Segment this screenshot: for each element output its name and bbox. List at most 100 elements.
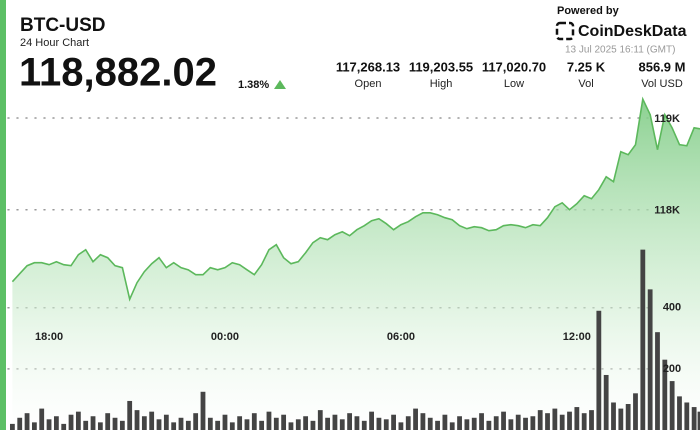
volume-bar xyxy=(662,359,668,430)
y2-tick-label: 200 xyxy=(663,363,681,375)
timestamp: 13 Jul 2025 16:11 (GMT) xyxy=(565,45,675,56)
accent-bar xyxy=(0,0,6,430)
volume-bar xyxy=(515,414,521,430)
volume-bar xyxy=(75,411,81,430)
volume-bar xyxy=(200,391,206,430)
plot: 118K 119K 200 400 18:00 00:00 06:00 12:00 xyxy=(7,96,700,430)
volume-bar xyxy=(9,423,15,430)
volume-bar xyxy=(207,417,213,430)
price-line xyxy=(11,96,700,302)
volume-bar xyxy=(501,411,506,430)
volume-bar xyxy=(24,413,30,430)
volume-bar xyxy=(391,414,396,430)
stat-value: 117,020.70 xyxy=(482,59,546,74)
volume-bar xyxy=(354,416,360,430)
volume-bar xyxy=(17,417,23,430)
powered-by: Powered by xyxy=(557,5,620,17)
volume-bar xyxy=(405,416,411,430)
volume-bar xyxy=(105,413,111,430)
y2-tick-label: 400 xyxy=(663,302,681,314)
volume-bar xyxy=(545,413,550,430)
volume-bar xyxy=(457,416,462,430)
volume-bar xyxy=(141,416,147,430)
brand-icon xyxy=(555,21,575,41)
volume-bar xyxy=(596,310,602,430)
volume-bar xyxy=(237,416,243,430)
volume-bar xyxy=(295,419,301,430)
volume-bar xyxy=(442,414,448,430)
volume-bar xyxy=(163,414,169,430)
volume-bar xyxy=(339,419,345,430)
volume-bar xyxy=(310,420,316,430)
x-tick-label: 00:00 xyxy=(211,331,239,343)
volume-bar xyxy=(552,408,558,430)
volume-bar xyxy=(244,419,250,430)
stat-value: 7.25 K xyxy=(567,59,606,74)
volume-bar xyxy=(97,422,103,430)
volume-bar xyxy=(119,420,125,430)
volume-bar xyxy=(618,408,624,430)
volume-bar xyxy=(332,414,338,430)
volume-bar xyxy=(420,413,426,430)
subtitle: 24 Hour Chart xyxy=(20,37,89,49)
volume-bar xyxy=(112,417,118,430)
volume-bar xyxy=(486,420,492,430)
volume-bar xyxy=(640,249,646,430)
volume-bar xyxy=(90,416,96,430)
volume-bar xyxy=(398,422,404,430)
volume-bar xyxy=(633,393,638,430)
stat-label: Open xyxy=(355,78,382,90)
stat-label: Vol USD xyxy=(641,78,683,90)
volume-bar xyxy=(625,404,631,430)
volume-bar xyxy=(222,414,228,430)
volume-bar xyxy=(413,408,418,430)
volume-bar xyxy=(691,407,697,430)
volume-bar xyxy=(435,420,440,430)
change: 1.38% xyxy=(238,79,269,91)
volume-bar xyxy=(68,414,74,430)
stat-value: 117,268.13 xyxy=(336,59,400,74)
volume-bar xyxy=(427,417,433,430)
volume-bar xyxy=(383,419,389,430)
volume-bar xyxy=(493,416,499,430)
volume-bar xyxy=(193,413,199,430)
volume-bar xyxy=(31,422,37,430)
volume-bar xyxy=(369,411,374,430)
y-tick-label: 118K xyxy=(654,205,680,217)
volume-bar xyxy=(677,396,682,430)
volume-bar xyxy=(273,417,279,430)
volume-bar xyxy=(479,413,484,430)
x-tick-label: 06:00 xyxy=(387,331,415,343)
stat-label: Vol xyxy=(578,78,593,90)
volume-bar xyxy=(559,414,565,430)
volume-bar xyxy=(156,419,162,430)
volume-bar xyxy=(449,422,455,430)
volume-bar xyxy=(266,411,272,430)
title: BTC-USD xyxy=(20,15,106,36)
volume-bar xyxy=(303,416,309,430)
volume-bar xyxy=(567,411,572,430)
y-tick-label: 119K xyxy=(654,113,680,125)
volume-bar xyxy=(581,413,587,430)
volume-bar xyxy=(229,422,235,430)
volume-bar xyxy=(523,417,528,430)
volume-bar xyxy=(171,422,177,430)
stat-label: Low xyxy=(504,78,524,90)
volume-bar xyxy=(46,419,52,430)
volume-bar xyxy=(508,419,514,430)
brand: CoinDeskData xyxy=(578,23,687,40)
volume-bar xyxy=(655,332,660,430)
volume-bar xyxy=(611,402,616,430)
volume-bar xyxy=(61,423,67,430)
volume-bar xyxy=(53,416,59,430)
volume-bar xyxy=(185,420,191,430)
volume-bar xyxy=(537,410,543,430)
x-tick-label: 18:00 xyxy=(35,331,63,343)
stats: 117,268.13 Open 119,203.55 High 117,020.70 Lo… xyxy=(336,59,686,89)
volume-bar xyxy=(471,417,477,430)
volume-bar xyxy=(215,420,221,430)
stat-value: 119,203.55 xyxy=(409,59,473,74)
volume-bar xyxy=(669,381,675,430)
volume-bar xyxy=(361,420,367,430)
